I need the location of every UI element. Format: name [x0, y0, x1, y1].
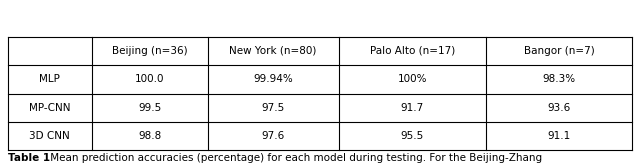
Text: Beijing (n=36): Beijing (n=36)	[112, 46, 188, 56]
Text: 93.6: 93.6	[547, 103, 570, 113]
Text: 99.94%: 99.94%	[253, 74, 293, 84]
Text: 3D CNN: 3D CNN	[29, 131, 70, 141]
Text: MP-CNN: MP-CNN	[29, 103, 70, 113]
Text: 99.5: 99.5	[138, 103, 161, 113]
Text: 95.5: 95.5	[401, 131, 424, 141]
Text: 97.5: 97.5	[262, 103, 285, 113]
Text: 98.8: 98.8	[138, 131, 161, 141]
Text: Bangor (n=7): Bangor (n=7)	[524, 46, 595, 56]
Text: New York (n=80): New York (n=80)	[230, 46, 317, 56]
Text: 91.1: 91.1	[547, 131, 570, 141]
Text: Mean prediction accuracies (percentage) for each model during testing. For the B: Mean prediction accuracies (percentage) …	[47, 153, 543, 163]
Text: Table 1: Table 1	[8, 153, 50, 163]
Text: 100.0: 100.0	[135, 74, 164, 84]
Text: 98.3%: 98.3%	[542, 74, 575, 84]
Text: 97.6: 97.6	[262, 131, 285, 141]
Text: MLP: MLP	[40, 74, 60, 84]
Text: 100%: 100%	[397, 74, 427, 84]
Text: Palo Alto (n=17): Palo Alto (n=17)	[369, 46, 455, 56]
Text: 91.7: 91.7	[401, 103, 424, 113]
